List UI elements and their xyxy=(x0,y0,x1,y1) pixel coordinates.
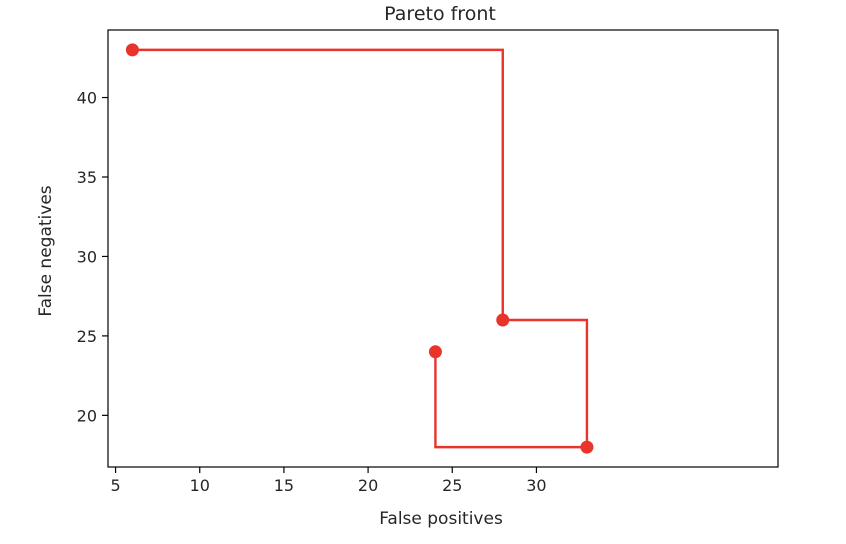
y-tick-label: 35 xyxy=(77,168,97,187)
plot-frame xyxy=(107,29,779,468)
chart-title: Pareto front xyxy=(384,3,496,25)
x-tick-label: 20 xyxy=(358,476,378,495)
y-axis-label: False negatives xyxy=(36,185,56,316)
y-tick-label: 30 xyxy=(77,247,97,266)
x-tick-label: 5 xyxy=(110,476,120,495)
y-tick-label: 25 xyxy=(77,327,97,346)
data-point xyxy=(580,440,594,454)
x-tick-label: 30 xyxy=(526,476,546,495)
x-tick-label: 10 xyxy=(190,476,210,495)
y-axis-ticks: 20 25 30 35 40 xyxy=(77,89,108,425)
x-axis-label: False positives xyxy=(379,509,503,529)
data-series xyxy=(125,43,594,454)
y-tick-label: 40 xyxy=(77,89,97,108)
x-axis-ticks: 5 10 15 20 25 30 xyxy=(110,467,547,495)
series-step-line xyxy=(132,48,589,449)
data-point xyxy=(428,345,442,359)
x-tick-label: 15 xyxy=(274,476,294,495)
y-tick-label: 20 xyxy=(77,406,97,425)
data-point xyxy=(496,313,510,327)
x-tick-label: 25 xyxy=(442,476,462,495)
data-point xyxy=(125,43,139,57)
